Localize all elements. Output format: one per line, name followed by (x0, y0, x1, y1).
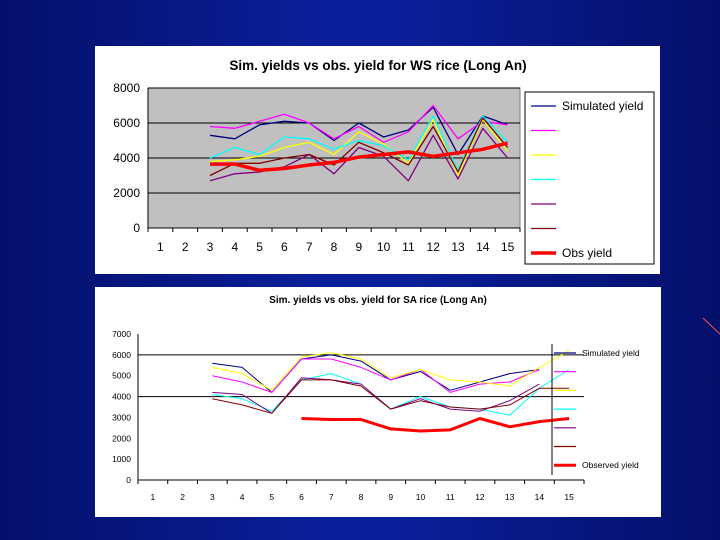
x-tick-label: 2 (182, 240, 189, 254)
series-line (212, 379, 570, 414)
x-tick-label: 2 (180, 492, 185, 502)
x-tick-label: 8 (331, 240, 338, 254)
series-line (212, 377, 540, 414)
x-tick-label: 14 (535, 492, 545, 502)
series-line (301, 417, 570, 433)
x-tick-label: 8 (359, 492, 364, 502)
x-tick-label: 12 (427, 240, 441, 254)
y-tick-label: 2000 (112, 433, 131, 443)
x-tick-label: 13 (451, 240, 465, 254)
series-line (210, 141, 509, 173)
sa-rice-chart: Sim. yields vs obs. yield for SA rice (L… (112, 295, 640, 502)
chart-title: Sim. yields vs obs. yield for WS rice (L… (229, 58, 526, 73)
x-tick-label: 13 (505, 492, 515, 502)
legend-label: Simulated yield (582, 348, 640, 358)
y-tick-label: 0 (133, 221, 140, 235)
y-tick-label: 2000 (113, 186, 140, 200)
y-tick-label: 1000 (112, 454, 131, 464)
x-tick-label: 10 (416, 492, 426, 502)
series-line (209, 117, 509, 177)
y-tick-label: 4000 (113, 151, 140, 165)
plot-area (138, 334, 584, 480)
ws-rice-chart: Sim. yields vs obs. yield for WS rice (L… (113, 58, 655, 265)
sa-rice-chart-panel: Sim. yields vs obs. yield for SA rice (L… (95, 287, 661, 517)
x-tick-label: 5 (269, 492, 274, 502)
series-line (209, 115, 509, 171)
x-tick-label: 1 (157, 240, 164, 254)
y-tick-label: 4000 (112, 392, 131, 402)
legend-box (524, 91, 655, 265)
series-line (209, 104, 508, 143)
y-tick-label: 8000 (113, 81, 140, 95)
y-tick-label: 3000 (112, 412, 131, 422)
x-tick-label: 7 (306, 240, 313, 254)
series-line (209, 118, 509, 177)
x-tick-label: 15 (501, 240, 515, 254)
ws-rice-chart-panel: Sim. yields vs obs. yield for WS rice (L… (95, 46, 660, 274)
y-tick-label: 7000 (112, 329, 131, 339)
x-tick-label: 7 (329, 492, 334, 502)
x-tick-label: 12 (475, 492, 485, 502)
chart-title: Sim. yields vs obs. yield for SA rice (L… (269, 295, 487, 306)
y-tick-label: 6000 (113, 116, 140, 130)
y-tick-label: 6000 (112, 350, 131, 360)
y-tick-label: 0 (126, 475, 131, 485)
x-tick-label: 3 (210, 492, 215, 502)
legend-label: Obs yield (562, 246, 612, 260)
series-line (212, 354, 540, 393)
x-tick-label: 11 (446, 492, 455, 502)
x-tick-label: 6 (281, 240, 288, 254)
x-tick-label: 6 (299, 492, 304, 502)
x-tick-label: 9 (355, 240, 362, 254)
x-tick-label: 5 (256, 240, 263, 254)
y-tick-label: 5000 (112, 371, 131, 381)
legend-label: Observed yield (582, 460, 639, 470)
legend-label: Simulated yield (562, 99, 643, 113)
series-line (212, 358, 540, 393)
x-tick-label: 4 (240, 492, 245, 502)
x-tick-label: 14 (476, 240, 490, 254)
x-tick-label: 9 (388, 492, 393, 502)
x-tick-label: 15 (564, 492, 574, 502)
x-tick-label: 3 (207, 240, 214, 254)
x-tick-label: 10 (377, 240, 391, 254)
x-tick-label: 11 (402, 240, 415, 254)
x-tick-label: 4 (231, 240, 238, 254)
x-tick-label: 1 (150, 492, 155, 502)
series-line (212, 350, 570, 391)
